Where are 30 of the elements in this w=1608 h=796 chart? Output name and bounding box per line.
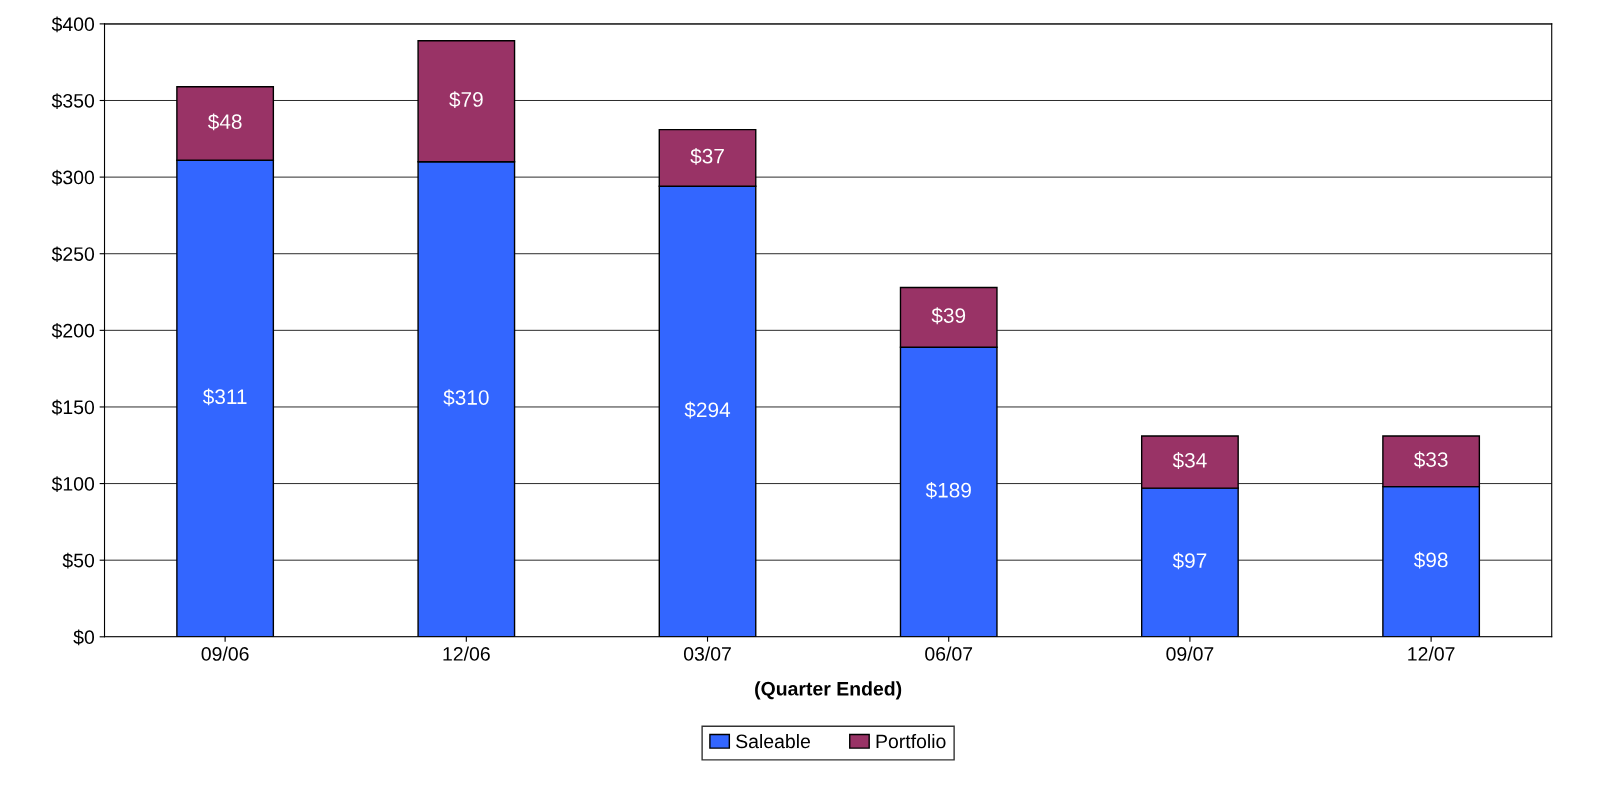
data-label: $310 (443, 389, 489, 407)
data-label: $33 (1413, 451, 1448, 469)
data-label: $97 (1172, 552, 1207, 570)
y-tick-label: $100 (51, 476, 95, 492)
x-tick-label: 09/06 (201, 646, 249, 661)
y-tick-label: $0 (73, 629, 95, 646)
x-tick-label: 03/07 (683, 646, 731, 661)
data-label: $34 (1172, 452, 1207, 469)
data-label: $39 (931, 307, 966, 325)
x-axis-title: (Quarter Ended) (755, 681, 902, 700)
y-tick-label: $300 (51, 169, 95, 186)
y-tick-label: $50 (62, 552, 95, 569)
data-label: $79 (449, 91, 483, 109)
data-label: $48 (207, 113, 242, 131)
legend-label: Saleable (736, 733, 810, 749)
legend-label: Portfolio (876, 733, 946, 749)
data-label: $37 (690, 147, 724, 165)
x-tick-label: 09/07 (1166, 646, 1214, 661)
data-label: $294 (684, 401, 731, 419)
data-label: $189 (925, 481, 971, 499)
y-tick-label: $400 (51, 16, 95, 33)
x-tick-label: 12/06 (443, 646, 490, 661)
x-tick-label: 12/07 (1408, 646, 1455, 661)
y-tick-label: $200 (51, 322, 95, 339)
x-tick-label: 06/07 (925, 646, 973, 661)
y-tick-label: $250 (51, 246, 95, 263)
y-tick-label: $350 (51, 93, 95, 109)
y-tick-label: $150 (51, 399, 95, 416)
data-label: $98 (1413, 551, 1448, 569)
data-label: $311 (202, 388, 247, 406)
